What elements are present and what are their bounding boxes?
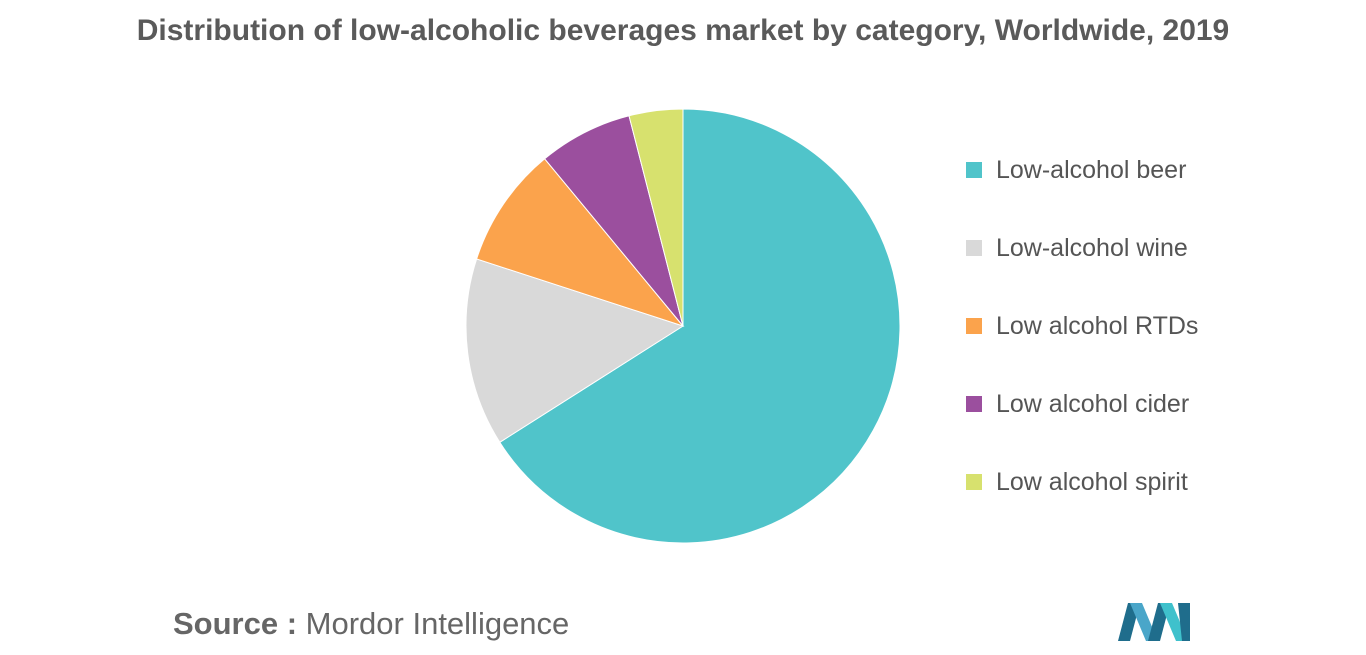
mordor-intelligence-logo-icon [1118, 603, 1190, 641]
legend-swatch [966, 396, 982, 412]
legend-item: Low-alcohol wine [966, 228, 1188, 268]
pie-slice-low-alcohol-rtds [475, 158, 685, 328]
legend-label: Low-alcohol beer [996, 155, 1187, 184]
legend-item: Low alcohol spirit [966, 462, 1188, 502]
legend-swatch [966, 318, 982, 334]
legend-swatch [966, 474, 982, 490]
source-prefix: Source : [173, 606, 298, 641]
pie-slice-low-alcohol-beer [499, 108, 901, 544]
source-note: Source : Mordor Intelligence [173, 606, 569, 642]
legend-label: Low alcohol spirit [996, 467, 1188, 496]
source-name: Mordor Intelligence [305, 606, 570, 641]
pie-slice-low-alcohol-wine [465, 258, 685, 443]
legend-item: Low-alcohol beer [966, 150, 1186, 190]
legend-swatch [966, 162, 982, 178]
chart-title: Distribution of low-alcoholic beverages … [136, 14, 1230, 47]
legend-label: Low alcohol cider [996, 389, 1190, 418]
pie-slice-low-alcohol-spirit [628, 108, 684, 327]
legend-item: Low alcohol cider [966, 384, 1189, 424]
legend-swatch [966, 240, 982, 256]
legend-label: Low alcohol RTDs [996, 311, 1199, 340]
legend-item: Low alcohol RTDs [966, 306, 1198, 346]
legend-label: Low-alcohol wine [996, 233, 1188, 262]
